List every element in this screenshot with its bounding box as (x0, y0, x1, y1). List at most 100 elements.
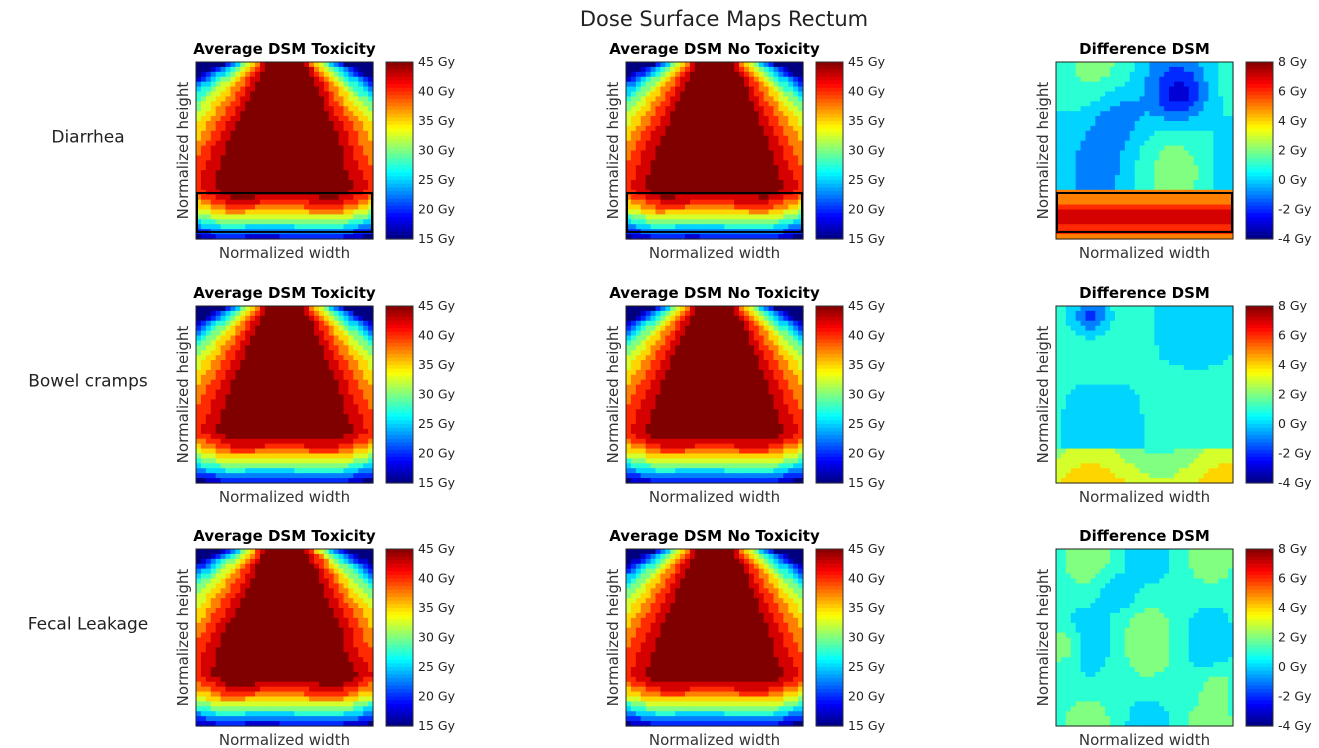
heatmap-cell (1090, 106, 1096, 112)
heatmap-cell (645, 135, 652, 142)
heatmap-cell (353, 379, 359, 386)
heatmap-cell (783, 106, 789, 112)
heatmap-cell (259, 81, 266, 88)
heatmap-cell (798, 76, 804, 83)
heatmap-cell (748, 140, 755, 147)
heatmap-cell (1056, 224, 1062, 230)
heatmap-cell (255, 175, 261, 181)
heatmap-cell (714, 170, 721, 176)
heatmap-cell (1159, 101, 1165, 107)
heatmap-cell (1100, 234, 1106, 240)
heatmap-cell (1095, 106, 1101, 112)
heatmap-cell (778, 199, 784, 206)
heatmap-cell (1159, 224, 1165, 230)
heatmap-cell (1223, 199, 1229, 206)
heatmap-cell (196, 66, 202, 73)
heatmap-cell (225, 180, 232, 186)
heatmap-cell (328, 62, 335, 68)
heatmap-cell (1070, 165, 1077, 171)
heatmap-cell (1144, 130, 1151, 137)
heatmap-cell (196, 335, 202, 342)
colorbar-tick-label: 35 Gy (848, 113, 886, 128)
heatmap-cell (788, 130, 794, 137)
heatmap-cell (279, 125, 286, 132)
heatmap-cell (328, 360, 335, 366)
heatmap-cell (314, 125, 320, 132)
heatmap-cell (1056, 76, 1062, 83)
heatmap-cell (729, 184, 735, 191)
colorbar-segment (1246, 187, 1273, 192)
heatmap-cell (719, 106, 725, 112)
heatmap-cell (368, 140, 374, 147)
heatmap-cell (1119, 224, 1126, 230)
heatmap-cell (1169, 194, 1175, 201)
heatmap-cell (269, 204, 276, 211)
heatmap-cell (259, 320, 266, 327)
heatmap-cell (255, 71, 261, 78)
heatmap-cell (284, 379, 291, 386)
heatmap-cell (250, 81, 256, 88)
heatmap-cell (1124, 204, 1131, 211)
heatmap-cell (1208, 155, 1214, 161)
heatmap-cell (709, 116, 716, 122)
heatmap-cell (1164, 71, 1170, 78)
heatmap-cell (353, 335, 359, 342)
heatmap-cell (255, 130, 261, 137)
heatmap-cell (205, 165, 212, 171)
heatmap-cell (1164, 86, 1170, 93)
heatmap-cell (1139, 76, 1146, 83)
heatmap-cell (719, 224, 725, 230)
heatmap-cell (343, 121, 350, 127)
heatmap-cell (778, 184, 784, 191)
heatmap-cell (768, 155, 775, 161)
heatmap-cell (719, 66, 725, 73)
heatmap-cell (205, 306, 212, 312)
heatmap-cell (323, 125, 330, 132)
heatmap-cell (1105, 66, 1111, 73)
heatmap-cell (704, 234, 711, 240)
heatmap-cell (196, 379, 202, 386)
heatmap-cell (269, 355, 276, 361)
heatmap-cell (368, 130, 374, 137)
heatmap-cell (1164, 140, 1170, 147)
heatmap-cell (1183, 234, 1190, 240)
heatmap-cell (640, 150, 647, 157)
heatmap-cell (1060, 165, 1067, 171)
colorbar-segment (1246, 95, 1273, 100)
heatmap-cell (289, 379, 295, 386)
heatmap-cell (210, 160, 217, 166)
heatmap-cell (1218, 81, 1224, 88)
heatmap-cell (714, 116, 721, 122)
heatmap-cell (763, 111, 770, 117)
heatmap-cell (225, 160, 232, 166)
heatmap-cell (230, 340, 236, 346)
heatmap-cell (348, 62, 354, 68)
heatmap-cell (640, 214, 647, 220)
heatmap-cell (255, 165, 261, 171)
heatmap-cell (264, 96, 271, 102)
heatmap-cell (670, 165, 676, 171)
heatmap-cell (333, 62, 340, 68)
heatmap-cell (338, 111, 345, 117)
heatmap-cell (739, 155, 745, 161)
heatmap-cell (279, 340, 286, 346)
heatmap-cell (230, 155, 236, 161)
heatmap-cell (235, 209, 241, 216)
heatmap-cell (259, 214, 266, 220)
heatmap-cell (1105, 160, 1111, 166)
heatmap-cell (645, 214, 652, 220)
heatmap-cell (318, 209, 325, 216)
heatmap-cell (314, 135, 320, 142)
heatmap-cell (689, 224, 696, 230)
heatmap-cell (264, 160, 271, 166)
heatmap-cell (235, 76, 241, 83)
heatmap-cell (763, 62, 770, 68)
heatmap-cell (240, 330, 246, 337)
heatmap-cell (230, 130, 236, 137)
heatmap-cell (1129, 160, 1136, 166)
heatmap-cell (358, 194, 364, 201)
heatmap-cell (694, 66, 701, 73)
heatmap-cell (333, 306, 340, 312)
heatmap-cell (1060, 155, 1067, 161)
heatmap-cell (1178, 170, 1185, 176)
